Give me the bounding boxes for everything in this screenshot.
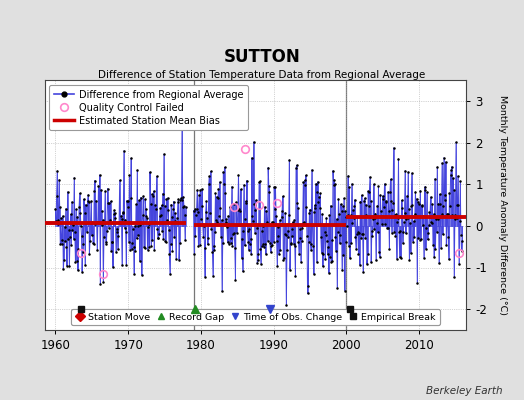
Y-axis label: Monthly Temperature Anomaly Difference (°C): Monthly Temperature Anomaly Difference (…: [498, 95, 507, 315]
Text: Difference of Station Temperature Data from Regional Average: Difference of Station Temperature Data f…: [99, 70, 425, 80]
Text: Berkeley Earth: Berkeley Earth: [427, 386, 503, 396]
Text: SUTTON: SUTTON: [224, 48, 300, 66]
Legend: Station Move, Record Gap, Time of Obs. Change, Empirical Break: Station Move, Record Gap, Time of Obs. C…: [71, 309, 440, 325]
